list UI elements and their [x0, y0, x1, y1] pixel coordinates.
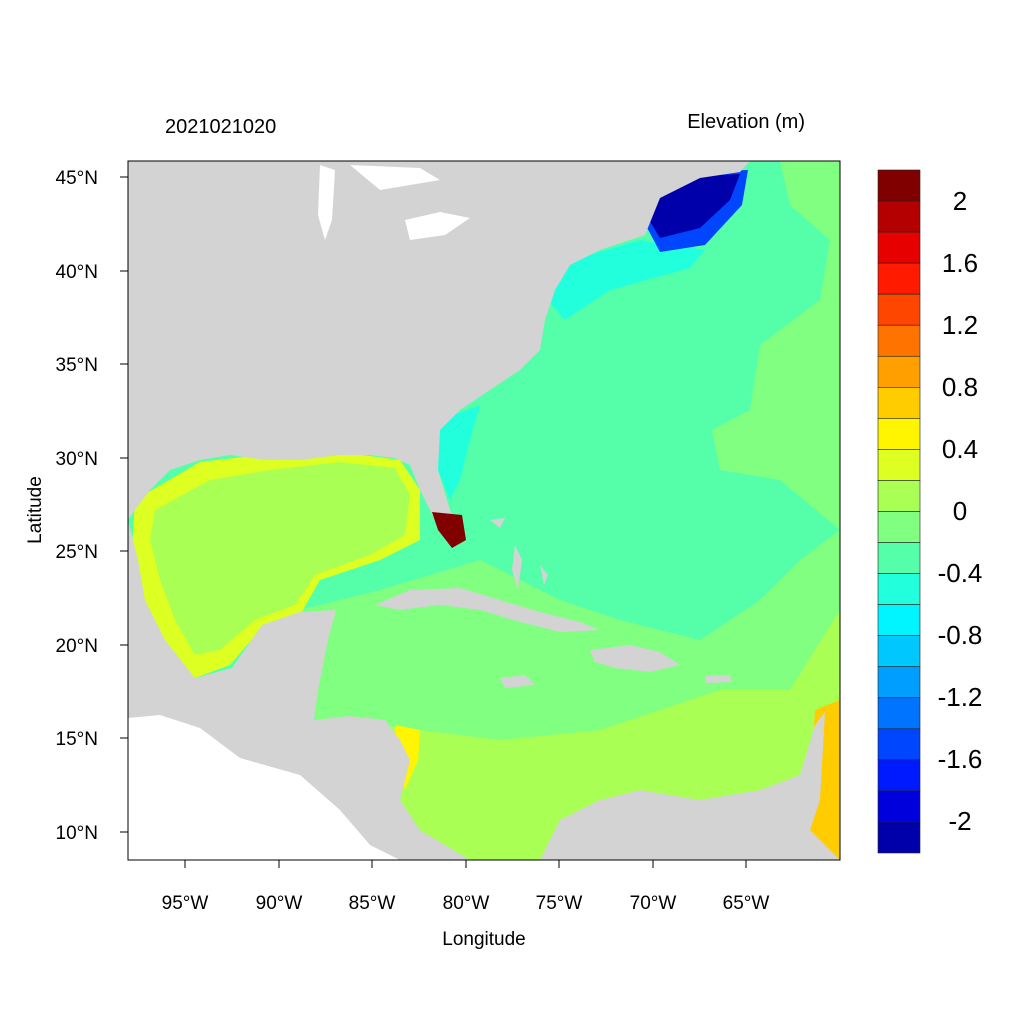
gulf-of-maine-lowest: [640, 174, 740, 238]
date-title: 2021021020: [165, 116, 276, 138]
x-tick-label: 65°W: [723, 893, 770, 914]
y-tick-label: 10°N: [56, 823, 98, 844]
y-tick-label: 45°N: [56, 168, 98, 189]
plot-frame: [127, 160, 841, 861]
south-florida-surge: [432, 512, 466, 548]
x-tick-label: 95°W: [162, 893, 209, 914]
colorbar-label: 1.2: [942, 310, 978, 340]
colorbar-label: 0: [953, 496, 967, 526]
colorbar-swatch: [877, 728, 921, 761]
colorbar-label: -1.2: [938, 682, 983, 712]
colorbar-swatch: [877, 324, 921, 357]
cuba-land: [375, 588, 600, 632]
x-tick-label: 90°W: [256, 893, 303, 914]
x-tick-label: 85°W: [349, 893, 396, 914]
y-tick-label: 15°N: [56, 729, 98, 750]
colorbar-label: -0.4: [938, 558, 983, 588]
pacific-ocean-no-data: [128, 715, 400, 860]
colorbar-swatch: [877, 635, 921, 668]
north-america-land: [128, 161, 750, 545]
x-tick-labels: 95°W 90°W 85°W 80°W 75°W 70°W 65°W: [162, 893, 770, 914]
x-tick-label: 70°W: [630, 893, 677, 914]
colorbar-swatch: [877, 231, 921, 264]
colorbar-swatch: [877, 449, 921, 481]
colorbar-swatch: [877, 511, 921, 543]
colorbar-label: 2: [953, 186, 967, 216]
northeast-shelf-cyan: [548, 240, 705, 320]
colorbar-labels: 2 1.6 1.2 0.8 0.4 0 -0.4 -0.8 -1.2 -1.6 …: [938, 186, 983, 836]
colorbar-swatch: [877, 604, 921, 636]
hispaniola-land: [590, 645, 680, 672]
jamaica-land: [500, 675, 535, 688]
x-axis-label: Longitude: [442, 929, 525, 950]
x-tick-label: 75°W: [536, 893, 583, 914]
colorbar-swatch: [877, 355, 921, 388]
y-axis-ticks: [120, 176, 128, 833]
puerto-rico-land: [705, 675, 732, 683]
colorbar-swatch: [877, 480, 921, 512]
colorbar-swatch: [877, 387, 921, 419]
colorbar-swatch: [877, 759, 921, 792]
colorbar-swatch: [877, 542, 921, 574]
y-axis-label: Latitude: [25, 476, 46, 544]
colorbar-swatch: [877, 821, 921, 854]
gulf-of-mexico: [150, 462, 410, 655]
colorbar-label: 0.4: [942, 434, 978, 464]
colorbar-swatch: [877, 666, 921, 699]
y-tick-label: 30°N: [56, 449, 98, 470]
colorbar-label: -2: [948, 806, 971, 836]
colorbar-swatch: [877, 262, 921, 295]
y-tick-labels: 45°N 40°N 35°N 30°N 25°N 20°N 15°N 10°N: [56, 168, 98, 844]
colorbar-label: 0.8: [942, 372, 978, 402]
y-tick-label: 25°N: [56, 542, 98, 563]
florida-east-coast-cyan: [438, 405, 480, 500]
south-america-land: [540, 712, 840, 860]
colorbar-swatch: [877, 573, 921, 605]
great-lakes: [318, 165, 470, 240]
x-axis-ticks: [184, 860, 747, 868]
colorbar-label: -1.6: [938, 744, 983, 774]
x-tick-label: 80°W: [443, 893, 490, 914]
y-tick-label: 20°N: [56, 636, 98, 657]
colorbar-swatch: [877, 790, 921, 823]
y-tick-label: 40°N: [56, 262, 98, 283]
colorbar: [877, 169, 921, 854]
variable-title: Elevation (m): [687, 111, 805, 133]
colorbar-swatch: [877, 169, 921, 202]
eastern-atlantic-zone: [712, 161, 840, 530]
map-plot-area: [128, 161, 840, 860]
caribbean-sea: [300, 530, 840, 740]
colorbar-swatch: [877, 200, 921, 233]
colorbar-swatch: [877, 697, 921, 730]
colorbar-swatch: [877, 418, 921, 450]
y-tick-label: 35°N: [56, 355, 98, 376]
colorbar-swatch: [877, 293, 921, 326]
bahamas-islands: [490, 518, 548, 590]
colorbar-label: 1.6: [942, 248, 978, 278]
colorbar-label: -0.8: [938, 620, 983, 650]
